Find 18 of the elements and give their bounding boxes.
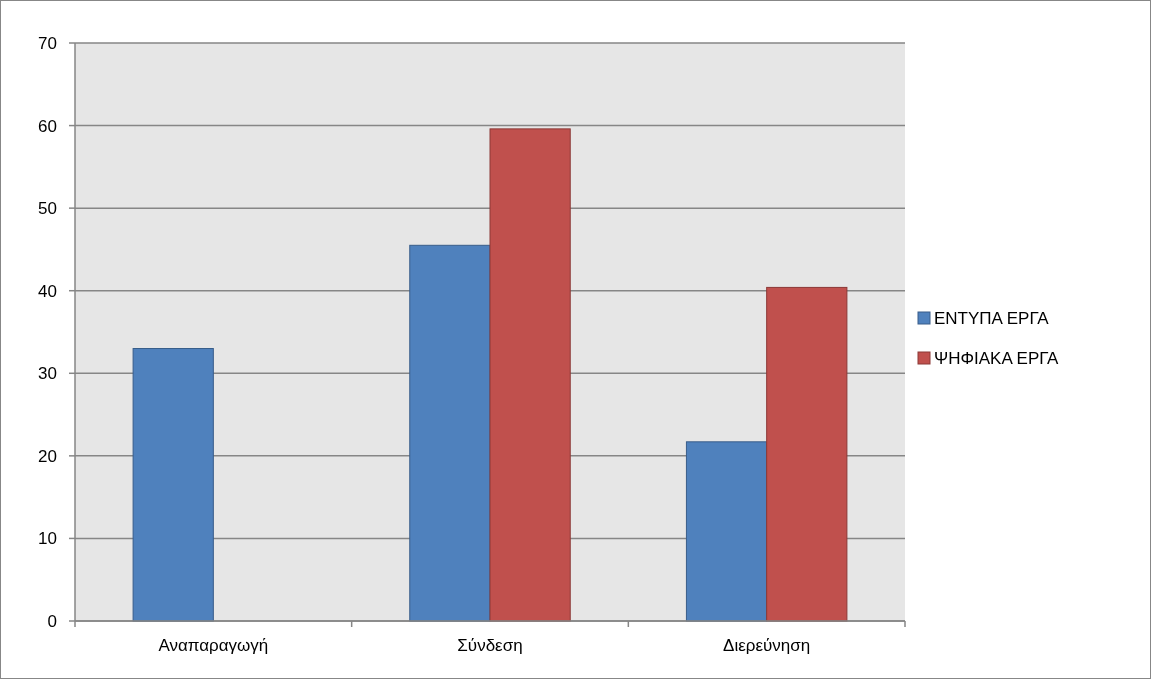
y-tick-label: 10: [38, 529, 57, 549]
x-tick-label: Σύνδεση: [457, 636, 523, 655]
y-tick-label: 20: [38, 446, 57, 466]
y-tick-label: 30: [38, 364, 57, 384]
legend-label: ΕΝΤΥΠΑ ΕΡΓΑ: [934, 308, 1050, 328]
x-tick-label: Αναπαραγωγή: [158, 636, 269, 655]
bar: [685, 441, 768, 622]
y-tick-label: 70: [38, 33, 57, 53]
legend-label: ΨΗΦΙΑΚΑ ΕΡΓΑ: [934, 348, 1060, 368]
bar: [132, 348, 214, 622]
bar: [409, 244, 491, 622]
y-tick-label: 50: [38, 199, 57, 219]
bar: [489, 128, 571, 622]
bar: [766, 286, 848, 622]
y-tick-label: 0: [47, 611, 57, 631]
y-tick-label: 60: [38, 116, 57, 136]
x-tick-label: Διερεύνηση: [723, 636, 811, 655]
y-tick-label: 40: [38, 281, 57, 301]
